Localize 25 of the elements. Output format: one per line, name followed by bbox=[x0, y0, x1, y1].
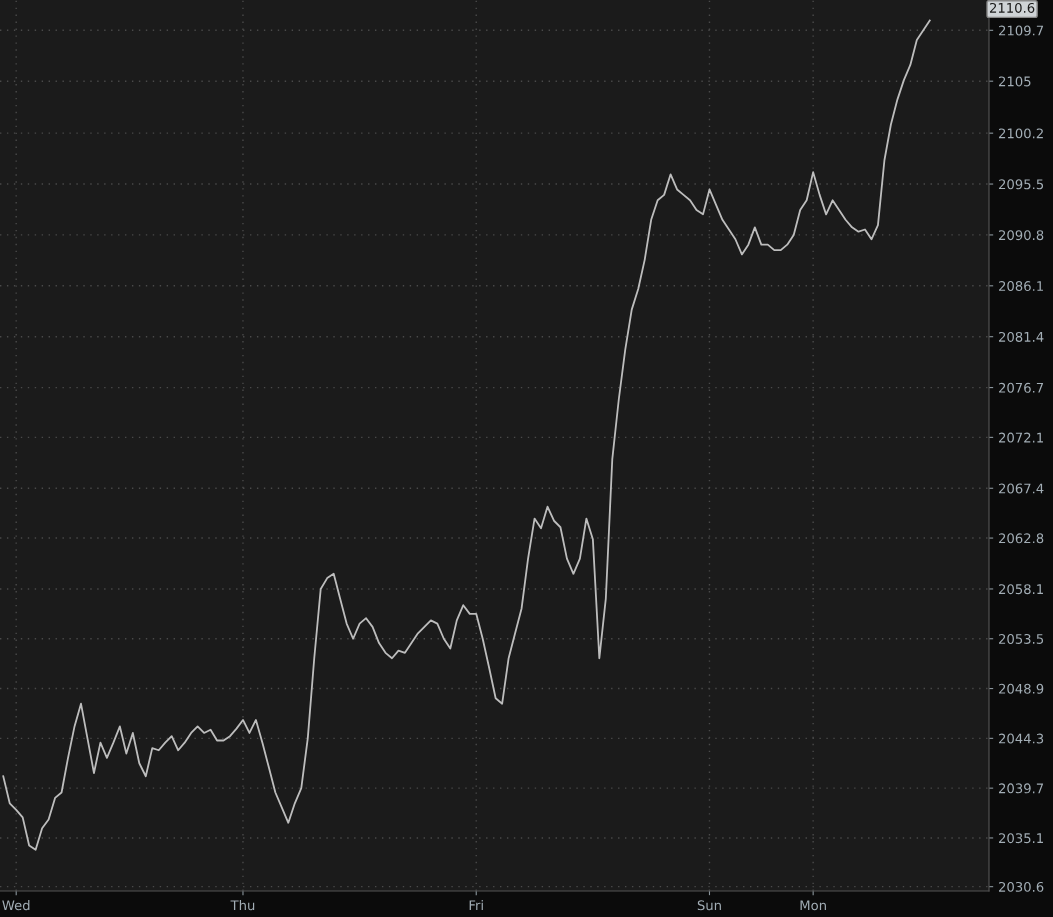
y-tick-label: 2067.4 bbox=[998, 483, 1044, 494]
text: 2110.6 bbox=[989, 2, 1035, 13]
y-tick-label: 2072.1 bbox=[998, 432, 1043, 443]
line-series bbox=[2, 19, 931, 851]
y-tick-label: 2109.7 bbox=[998, 25, 1044, 36]
x-tick-label: Thu bbox=[230, 900, 255, 911]
x-tick-label: Sun bbox=[697, 900, 721, 911]
y-tick-label: 2100.2 bbox=[998, 128, 1043, 139]
y-tick-label: 2048.9 bbox=[998, 683, 1044, 694]
y-tick-label: 2086.1 bbox=[998, 281, 1043, 292]
y-tick-label: 2105 bbox=[998, 76, 1031, 87]
y-tick-label: 2095.5 bbox=[998, 179, 1044, 190]
y-tick-label: 2035.1 bbox=[998, 833, 1043, 844]
y-tick-label: 2044.3 bbox=[998, 733, 1044, 744]
y-tick-label: 2081.4 bbox=[998, 331, 1044, 342]
x-tick-label: Wed bbox=[2, 900, 30, 911]
y-tick-label: 2030.6 bbox=[998, 881, 1044, 892]
y-tick-label: 2058.1 bbox=[998, 584, 1043, 595]
y-tick-label: 2076.7 bbox=[998, 382, 1044, 393]
y-tick-label: 2062.8 bbox=[998, 533, 1044, 544]
x-tick-label: Mon bbox=[800, 900, 826, 911]
y-tick-label: 2053.5 bbox=[998, 633, 1044, 644]
x-tick-label: Fri bbox=[469, 900, 483, 911]
y-tick-label: 2039.7 bbox=[998, 783, 1044, 794]
y-tick-label: 2090.8 bbox=[998, 230, 1044, 241]
